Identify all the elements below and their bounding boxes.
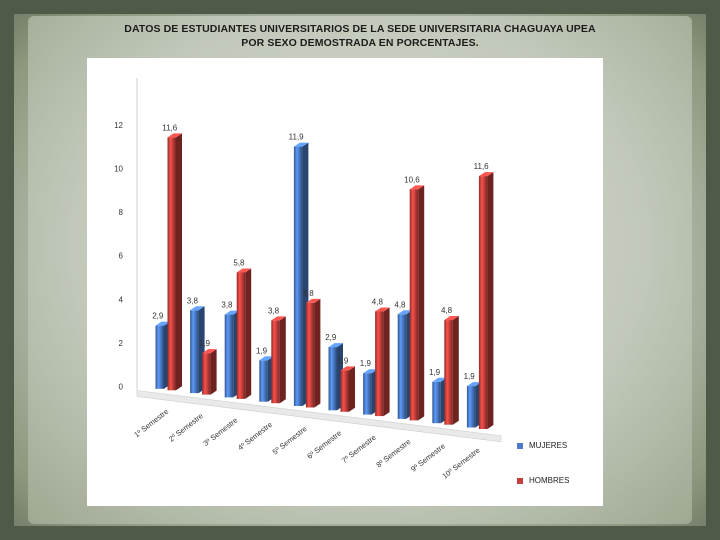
x-tick-label: 3º Semestre bbox=[202, 416, 240, 448]
legend-item-mujeres: MUJERES bbox=[517, 441, 567, 450]
bar bbox=[259, 360, 268, 402]
bar bbox=[293, 146, 303, 407]
bar-side bbox=[452, 316, 459, 425]
x-tick-label: 4º Semestre bbox=[236, 420, 274, 452]
chart-title-line-2: POR SEXO DEMOSTRADA EN PORCENTAJES. bbox=[241, 37, 479, 49]
y-tick-label: 10 bbox=[114, 165, 123, 174]
bar-side bbox=[176, 133, 182, 391]
bar bbox=[340, 370, 349, 412]
data-label: 11,6 bbox=[162, 123, 178, 132]
x-tick-label: 2º Semestre bbox=[167, 411, 205, 443]
bar bbox=[409, 189, 419, 421]
chart-title-line-1: DATOS DE ESTUDIANTES UNIVERSITARIOS DE L… bbox=[124, 23, 596, 35]
x-tick-label: 5º Semestre bbox=[271, 424, 309, 456]
x-tick-label: 1º Semestre bbox=[132, 407, 170, 439]
y-tick-label: 6 bbox=[119, 252, 124, 261]
bar bbox=[167, 137, 176, 391]
data-label: 10,6 bbox=[404, 175, 420, 184]
bar bbox=[363, 373, 372, 415]
bar-side bbox=[245, 268, 252, 399]
bar-top bbox=[293, 142, 309, 147]
bar bbox=[328, 347, 337, 411]
data-label: 1,9 bbox=[337, 356, 349, 365]
bar bbox=[444, 320, 453, 425]
bar-top bbox=[375, 307, 390, 312]
bar-top bbox=[155, 321, 170, 326]
data-label: 3,8 bbox=[221, 301, 233, 310]
bar-top bbox=[202, 349, 217, 354]
bar bbox=[236, 272, 246, 399]
bar-top bbox=[363, 369, 378, 374]
data-label: 2,9 bbox=[152, 312, 164, 321]
data-label: 1,9 bbox=[256, 346, 268, 355]
y-tick-label: 2 bbox=[119, 339, 124, 348]
bar-top bbox=[305, 298, 321, 303]
bar-side bbox=[314, 298, 321, 408]
x-tick-label: 8º Semestre bbox=[375, 437, 413, 469]
legend-label-hombres: HOMBRES bbox=[529, 476, 570, 485]
data-label: 4,8 bbox=[441, 306, 453, 315]
data-label: 5,8 bbox=[233, 258, 245, 267]
legend-swatch-hombres bbox=[517, 477, 523, 484]
bar-top bbox=[397, 310, 413, 315]
bar-side bbox=[279, 316, 286, 404]
bar-side bbox=[383, 307, 390, 417]
bar-side bbox=[487, 172, 494, 429]
data-label: 2,9 bbox=[325, 333, 337, 342]
y-tick-label: 0 bbox=[119, 383, 124, 392]
bar-top bbox=[340, 366, 355, 371]
bar-top bbox=[167, 133, 182, 138]
bar-top bbox=[271, 316, 286, 321]
bar-top bbox=[224, 310, 240, 315]
x-tick-label: 10º Semestre bbox=[440, 446, 481, 481]
data-label: 4,8 bbox=[394, 300, 406, 309]
bar-top bbox=[444, 316, 459, 321]
bar-side bbox=[349, 366, 355, 412]
legend-swatch-mujeres bbox=[517, 442, 523, 449]
bar bbox=[271, 320, 280, 404]
data-label: 11,6 bbox=[474, 162, 490, 171]
bar-top bbox=[328, 343, 343, 348]
x-tick-label: 9º Semestre bbox=[409, 441, 447, 473]
bar-top bbox=[478, 172, 494, 177]
bar bbox=[155, 325, 164, 389]
data-label: 3,8 bbox=[268, 306, 280, 315]
data-label: 1,9 bbox=[464, 372, 476, 381]
bar bbox=[202, 353, 211, 395]
bar-top bbox=[466, 382, 482, 387]
y-tick-label: 4 bbox=[119, 295, 124, 304]
legend-label-mujeres: MUJERES bbox=[529, 441, 568, 450]
bar-chart: 0 2 4 6 8 10 12 2,9 11,6 1º Semestre 3,8 1,9 2º Seme… bbox=[114, 78, 502, 481]
bar-top bbox=[190, 306, 205, 311]
y-tick-label: 8 bbox=[119, 208, 124, 217]
bar bbox=[190, 310, 199, 394]
bar bbox=[466, 386, 476, 428]
bar bbox=[224, 314, 234, 398]
bar-top bbox=[409, 185, 425, 190]
bar-side bbox=[210, 349, 217, 395]
data-label: 1,9 bbox=[429, 368, 441, 377]
data-label: 4,8 bbox=[303, 289, 315, 298]
data-label: 11,9 bbox=[289, 133, 305, 142]
data-label: 1,9 bbox=[199, 339, 211, 348]
data-label: 3,8 bbox=[187, 296, 199, 305]
chart-floor bbox=[136, 390, 502, 443]
bar-top bbox=[432, 377, 447, 382]
chart-panel: 0 2 4 6 8 10 12 2,9 11,6 1º Semestre 3,8 1,9 2º Seme… bbox=[87, 58, 603, 506]
bar-top bbox=[236, 268, 252, 273]
bar bbox=[375, 311, 384, 417]
bar-top bbox=[259, 356, 274, 361]
bar bbox=[478, 176, 488, 429]
bar-side bbox=[418, 185, 425, 421]
chart-title: DATOS DE ESTUDIANTES UNIVERSITARIOS DE L… bbox=[100, 22, 620, 50]
bar bbox=[305, 302, 315, 408]
x-tick-label: 7º Semestre bbox=[340, 433, 378, 465]
x-tick-label: 6º Semestre bbox=[305, 428, 343, 460]
data-label: 1,9 bbox=[360, 359, 372, 368]
y-tick-label: 12 bbox=[114, 121, 123, 130]
bar bbox=[397, 314, 407, 419]
data-label: 4,8 bbox=[372, 297, 384, 306]
bar bbox=[432, 381, 441, 424]
legend-item-hombres: HOMBRES bbox=[517, 476, 569, 485]
